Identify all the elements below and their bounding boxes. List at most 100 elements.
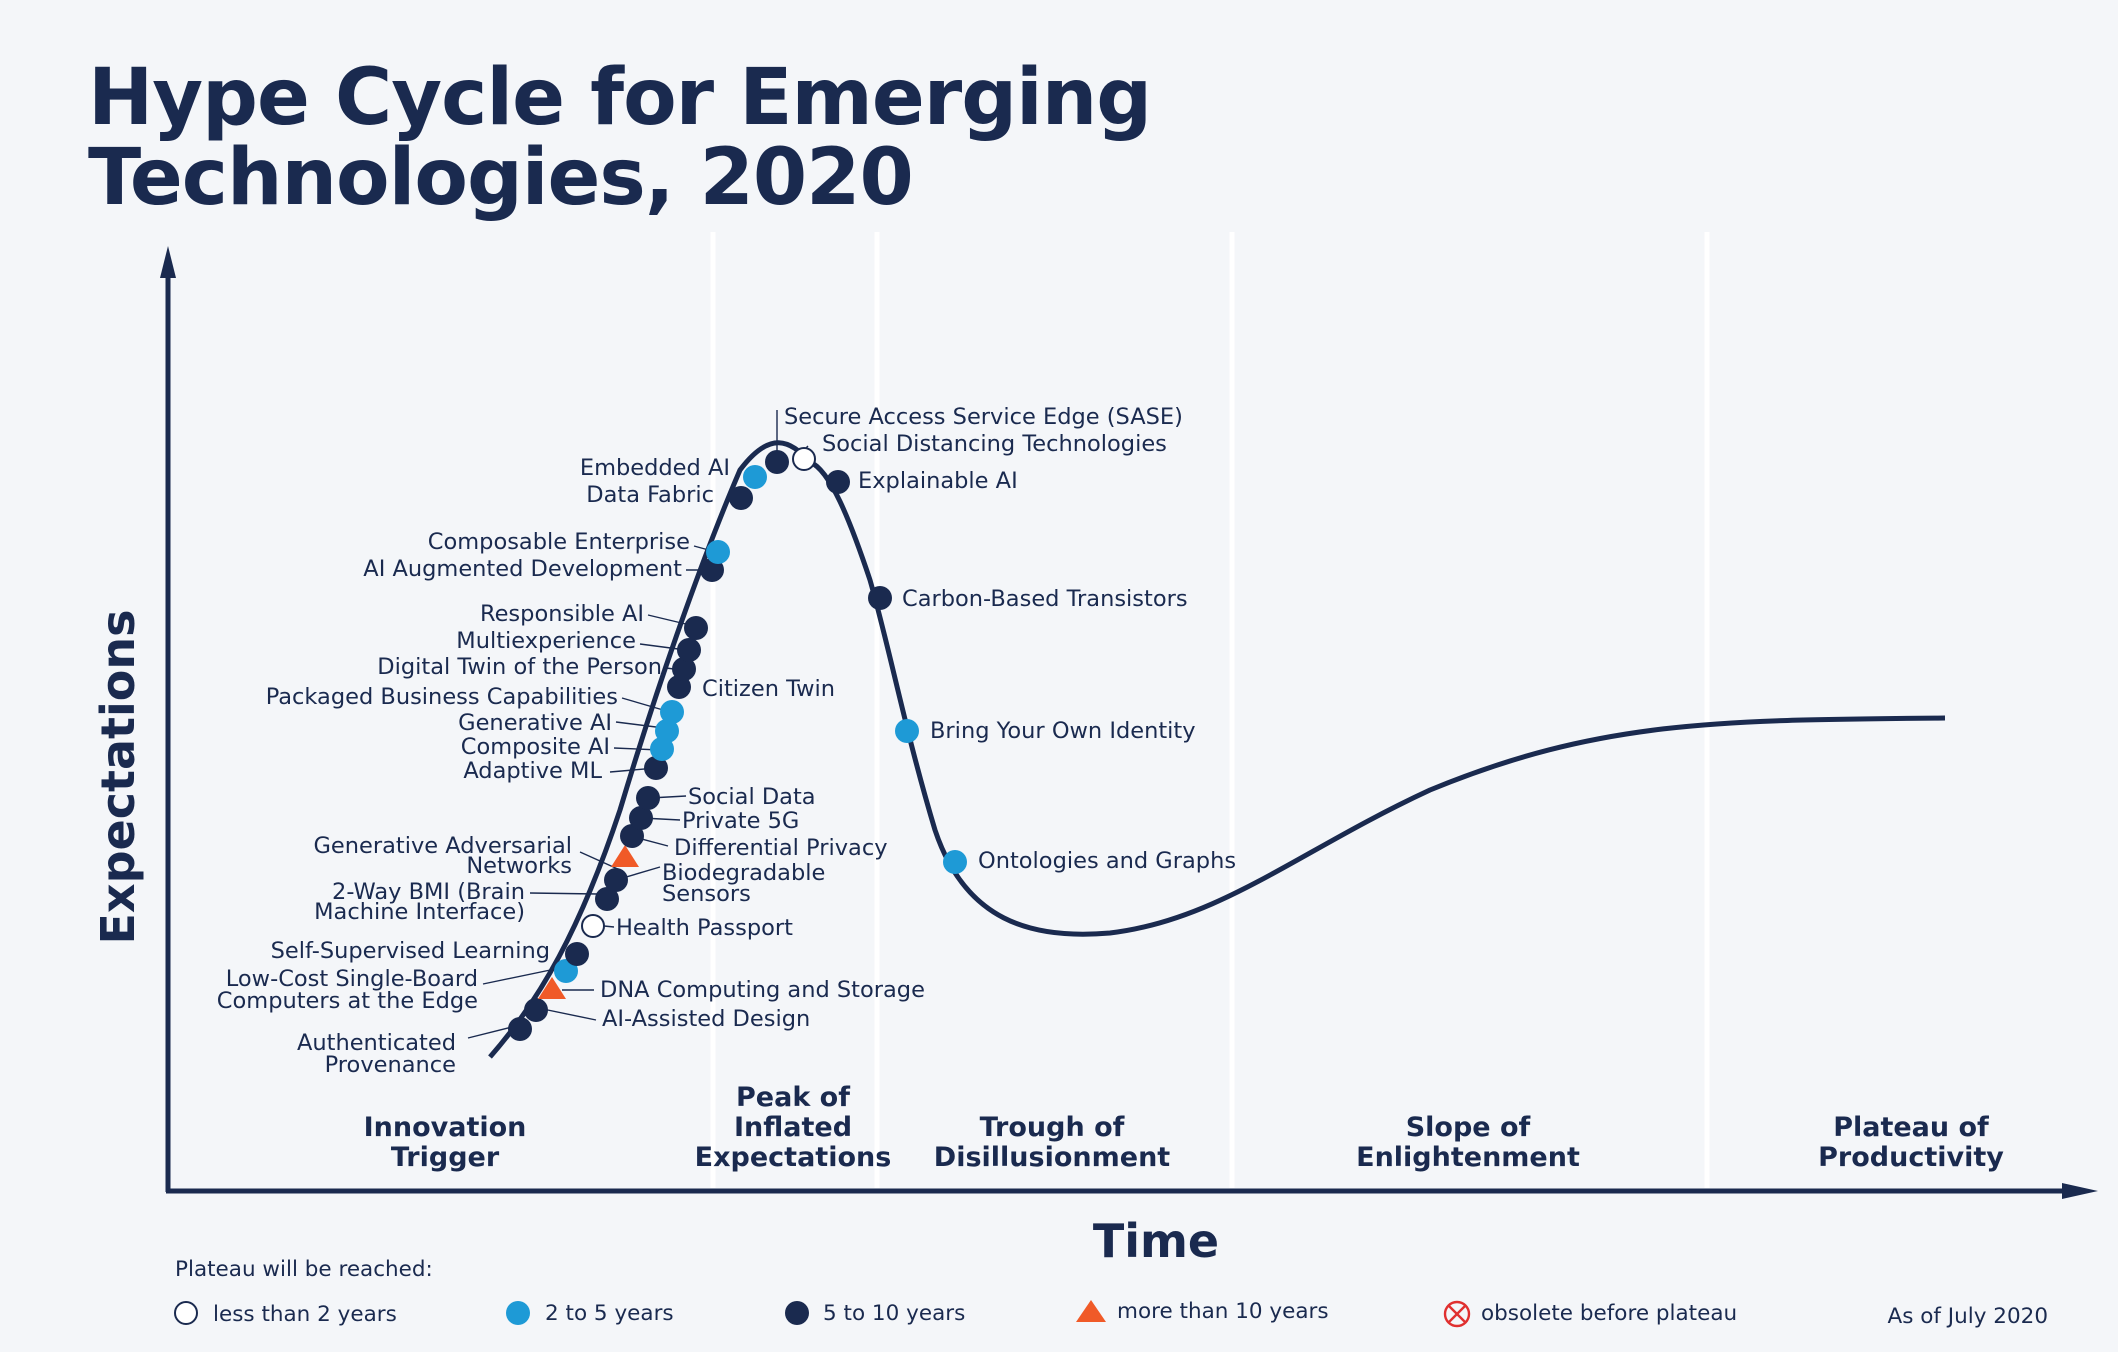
phase-label-trough-of-disillusionment-line-1: Trough of: [980, 1112, 1125, 1143]
marker-social-distancing: [792, 447, 816, 471]
legend-label-more-than-10: more than 10 years: [1117, 1299, 1329, 1324]
axes: Expectations Time: [91, 246, 2098, 1268]
label-data-fabric: Data Fabric: [586, 482, 714, 508]
phase-label-plateau-of-productivity-line-2: Productivity: [1818, 1142, 2004, 1173]
x-axis-title: Time: [1093, 1214, 1219, 1268]
phase-label-slope-of-enlightenment-line-1: Slope of: [1406, 1112, 1531, 1143]
label-authenticated-provenance: Authenticated Provenance: [297, 1030, 456, 1078]
marker-authenticated-provenance: [508, 1017, 532, 1041]
label-adaptive-ml: Adaptive ML: [463, 758, 602, 784]
label-sase: Secure Access Service Edge (SASE): [784, 404, 1183, 430]
label-responsible-ai: Responsible AI: [480, 601, 644, 627]
label-generative-ai: Generative AI: [458, 710, 612, 736]
leader-2-way-bmi: [529, 892, 599, 895]
page-title: Hype Cycle for Emerging Technologies, 20…: [88, 53, 1152, 223]
label-byoi: Bring Your Own Identity: [930, 718, 1196, 744]
light-blue-dot-icon: [506, 1301, 530, 1325]
marker-data-fabric: [729, 486, 753, 510]
label-gan: Generative Adversarial Networks: [313, 833, 572, 879]
phase-label-innovation-trigger-line-1: Innovation: [364, 1112, 527, 1143]
marker-ontologies-graphs: [943, 850, 967, 874]
marker-multiexperience: [677, 638, 701, 662]
label-low-cost-sbc: Low-Cost Single-Board Computers at the Ed…: [217, 966, 478, 1014]
marker-composite-ai: [650, 737, 674, 761]
label-biodegradable-sensors: Biodegradable Sensors: [662, 860, 825, 907]
marker-explainable-ai: [826, 470, 850, 494]
marker-citizen-twin: [667, 675, 691, 699]
phase-label-innovation-trigger-line-2: Trigger: [391, 1142, 500, 1173]
label-social-data: Social Data: [688, 784, 816, 810]
marker-health-passport: [581, 914, 605, 938]
marker-differential-privacy: [620, 824, 644, 848]
orange-triangle-icon: [1076, 1300, 1106, 1322]
label-2-way-bmi: 2-Way BMI (Brain Machine Interface): [314, 879, 525, 925]
legend-label-2-to-5: 2 to 5 years: [545, 1301, 674, 1326]
marker-self-supervised-learning: [565, 942, 589, 966]
marker-social-data: [636, 786, 660, 810]
label-ontologies-graphs: Ontologies and Graphs: [978, 848, 1236, 874]
label-composite-ai: Composite AI: [461, 734, 610, 760]
label-health-passport: Health Passport: [616, 915, 793, 941]
as-of-date: As of July 2020: [1887, 1304, 2048, 1329]
crossed-circle-icon: [1443, 1300, 1471, 1328]
label-embedded-ai: Embedded AI: [580, 455, 730, 481]
marker-packaged-business: [660, 700, 684, 724]
marker-digital-twin: [672, 657, 696, 681]
hollow-circle-icon: [174, 1301, 198, 1325]
leader-low-cost-sbc: [482, 967, 561, 985]
x-axis-arrow-icon: [2062, 1183, 2098, 1199]
technology-labels: Authenticated Provenance AI-Assisted Desi…: [217, 404, 1236, 1078]
legend-label-obsolete: obsolete before plateau: [1481, 1301, 1737, 1326]
marker-adaptive-ml: [644, 756, 668, 780]
y-axis-arrow-icon: [160, 246, 176, 278]
title-line-2: Technologies, 2020: [88, 133, 914, 223]
y-axis-title: Expectations: [91, 609, 145, 944]
phase-label-peak-of-inflated-expectations-line-1: Peak of: [736, 1082, 850, 1113]
marker-private-5g: [629, 806, 653, 830]
label-ai-augmented-dev: AI Augmented Development: [363, 556, 682, 582]
phase-separators: [710, 232, 1710, 1188]
label-citizen-twin: Citizen Twin: [702, 676, 835, 702]
marker-composable-enterprise: [706, 540, 730, 564]
marker-byoi: [895, 719, 919, 743]
phase-label-trough-of-disillusionment-line-2: Disillusionment: [934, 1142, 1170, 1173]
label-private-5g: Private 5G: [682, 808, 799, 834]
marker-embedded-ai: [743, 465, 767, 489]
title-line-1: Hype Cycle for Emerging: [88, 53, 1152, 143]
dark-blue-dot-icon: [785, 1301, 809, 1325]
leader-authenticated-provenance: [467, 1025, 517, 1039]
marker-gan: [611, 845, 639, 867]
label-carbon-based-transistors: Carbon-Based Transistors: [902, 586, 1188, 612]
marker-biodegradable-sensors: [604, 868, 628, 892]
phase-label-peak-of-inflated-expectations-line-2: Inflated: [734, 1112, 852, 1143]
marker-ai-assisted-design: [524, 998, 548, 1022]
label-packaged-business: Packaged Business Capabilities: [266, 684, 618, 710]
marker-dna-computing: [538, 977, 566, 999]
hype-curve-line: [488, 440, 1946, 1059]
label-differential-privacy: Differential Privacy: [674, 835, 888, 861]
label-self-supervised-learning: Self-Supervised Learning: [271, 938, 550, 964]
label-social-distancing: Social Distancing Technologies: [822, 431, 1167, 457]
label-ai-assisted-design: AI-Assisted Design: [602, 1006, 810, 1032]
label-composable-enterprise: Composable Enterprise: [428, 529, 690, 555]
technology-markers: [508, 447, 967, 1041]
legend-heading: Plateau will be reached:: [175, 1257, 433, 1282]
legend: Plateau will be reached: less than 2 yea…: [174, 1257, 2048, 1329]
phase-label-peak-of-inflated-expectations-line-3: Expectations: [695, 1142, 892, 1173]
marker-generative-ai: [655, 719, 679, 743]
legend-label-less-than-2: less than 2 years: [213, 1302, 397, 1327]
phase-label-slope-of-enlightenment-line-2: Enlightenment: [1356, 1142, 1580, 1173]
label-explainable-ai: Explainable AI: [858, 468, 1018, 494]
label-multiexperience: Multiexperience: [456, 628, 636, 654]
marker-sase: [765, 450, 789, 474]
label-digital-twin: Digital Twin of the Person: [377, 654, 662, 680]
phase-label-plateau-of-productivity-line-1: Plateau of: [1833, 1112, 1989, 1143]
label-dna-computing: DNA Computing and Storage: [600, 977, 925, 1003]
marker-carbon-based-transistors: [868, 586, 892, 610]
marker-low-cost-sbc: [554, 959, 578, 983]
marker-2-way-bmi: [595, 887, 619, 911]
marker-responsible-ai: [684, 616, 708, 640]
